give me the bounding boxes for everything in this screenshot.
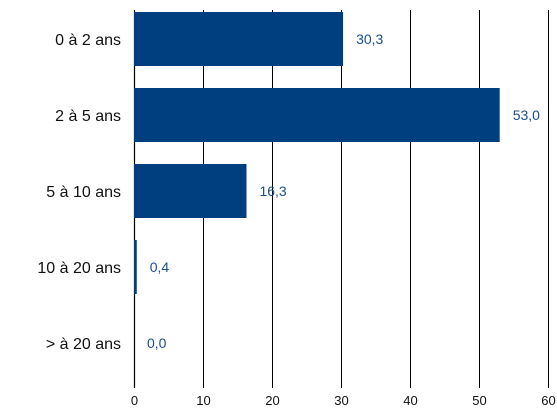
x-tick-label: 0: [131, 393, 138, 408]
x-tick-label: 20: [265, 393, 279, 408]
category-label: 10 à 20 ans: [37, 260, 121, 277]
value-label: 16,3: [259, 183, 286, 199]
bar: [134, 88, 500, 142]
bar: [134, 240, 137, 294]
x-tick-label: 50: [472, 393, 486, 408]
category-label: 2 à 5 ans: [55, 108, 121, 125]
bar: [134, 12, 344, 66]
value-label: 53,0: [513, 107, 540, 123]
x-tick-label: 10: [196, 393, 210, 408]
category-label: 5 à 10 ans: [46, 184, 121, 201]
bar: [134, 164, 247, 218]
labels: 0 10 20 30 40 50 60 0 à 2 ans 30,3 2 à 5 ans 53,0 5…: [37, 31, 555, 408]
x-tick-label: 60: [541, 393, 555, 408]
bars: [134, 12, 500, 294]
x-tick-label: 40: [403, 393, 417, 408]
x-tick-label: 30: [334, 393, 348, 408]
value-label: 0,0: [147, 335, 167, 351]
category-label: 0 à 2 ans: [55, 32, 121, 49]
value-label: 30,3: [356, 31, 383, 47]
value-label: 0,4: [150, 259, 170, 275]
category-label: > à 20 ans: [46, 336, 121, 353]
grid: [133, 10, 549, 388]
